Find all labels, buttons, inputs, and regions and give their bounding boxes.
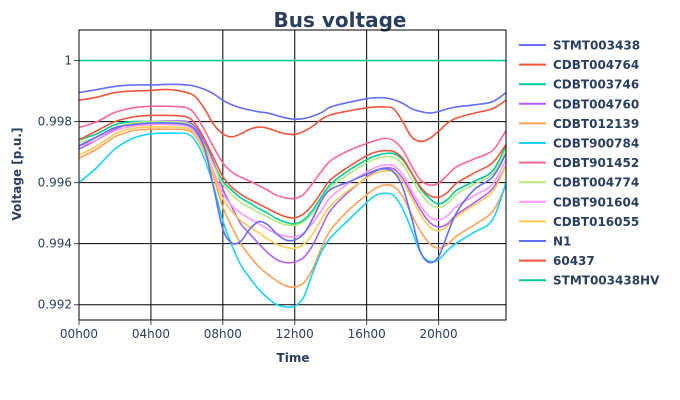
x-tick-label: 20h00 — [420, 327, 458, 341]
series-line-stmt003438 — [78, 83, 507, 120]
legend-label-n1: N1 — [553, 235, 571, 249]
y-tick-label: 1 — [64, 54, 72, 68]
x-tick-label: 08h00 — [204, 327, 242, 341]
series-line-cdbt901452 — [78, 105, 507, 200]
x-tick-label: 16h00 — [348, 327, 386, 341]
series-line-cdbt901604 — [78, 123, 507, 238]
legend-label-cdbt900784: CDBT900784 — [553, 137, 639, 151]
y-tick-label: 0.994 — [38, 237, 72, 251]
legend-label-cdbt901604: CDBT901604 — [553, 195, 639, 209]
legend-label-stmt003438: STMT003438 — [553, 39, 640, 53]
x-tick-label: 04h00 — [132, 327, 170, 341]
x-tick-label: 00h00 — [60, 327, 98, 341]
legend-label-cdbt004760: CDBT004760 — [553, 97, 639, 111]
legend-label-cdbt004774: CDBT004774 — [553, 176, 639, 190]
y-axis-ticks: 0.992 0.994 0.996 0.998 1 — [38, 54, 79, 312]
plot-area: 00h00 04h00 08h00 12h00 16h00 20h00 0.9920.99… — [38, 29, 507, 341]
legend-label-cdbt012139: CDBT012139 — [553, 117, 639, 131]
legend-label-stmt003438hv: STMT003438HV — [553, 274, 660, 288]
series-line-60437 — [78, 114, 507, 219]
series-line-cdbt016055 — [78, 126, 507, 250]
legend-label-cdbt016055: CDBT016055 — [553, 215, 639, 229]
series-line-cdbt004774 — [78, 120, 507, 227]
x-axis-ticks: 00h00 04h00 08h00 12h00 16h00 20h00 — [60, 320, 458, 341]
y-tick-label: 0.998 — [38, 115, 72, 129]
series-lines — [78, 59, 507, 309]
legend-label-cdbt901452: CDBT901452 — [553, 156, 639, 170]
series-line-cdbt012139 — [78, 128, 507, 288]
series-line-cdbt004760 — [78, 120, 507, 264]
x-axis-title: Time — [277, 351, 310, 365]
chart-title: Bus voltage — [274, 8, 407, 32]
y-tick-label: 0.992 — [38, 298, 72, 312]
legend-label-cdbt004764: CDBT004764 — [553, 58, 639, 72]
legend: STMT003438 CDBT004764 CDBT003746 CDBT004760… — [519, 39, 660, 288]
legend-label-cdbt003746: CDBT003746 — [553, 78, 639, 92]
y-axis-title: Voltage [p.u.] — [10, 128, 24, 221]
series-line-n1 — [78, 122, 507, 264]
legend-label-60437: 60437 — [553, 254, 595, 268]
plot-frame — [78, 29, 507, 321]
x-tick-label: 12h00 — [276, 327, 314, 341]
series-line-cdbt004764 — [78, 88, 507, 143]
series-line-cdbt900784 — [78, 132, 507, 309]
y-tick-label: 0.996 — [38, 176, 72, 190]
